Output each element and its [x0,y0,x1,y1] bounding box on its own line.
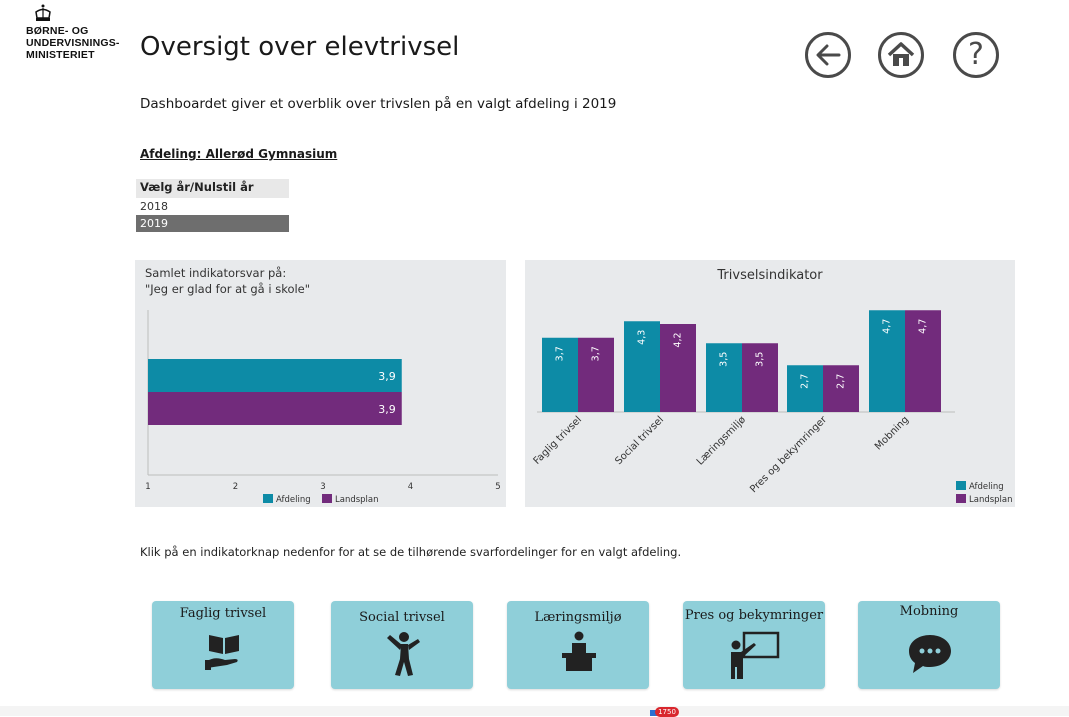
chart-title: Trivselsindikator [716,268,823,283]
bar-afdeling[interactable] [542,337,578,412]
year-option-2019[interactable]: 2019 [136,215,289,232]
category-label: Pres og bekymringer [748,414,829,495]
legend-swatch-landsplan [956,494,966,503]
laeringsmiljoe-button[interactable]: Læringsmiljø [507,601,649,689]
notification-badge[interactable]: 1750 [655,707,679,717]
social-trivsel-button[interactable]: Social trivsel [331,601,473,689]
back-arrow-icon [816,44,841,66]
bar-landsplan[interactable] [742,343,778,412]
faglig-trivsel-button[interactable]: Faglig trivsel [152,601,294,689]
legend-swatch-afdeling [263,494,273,503]
laeringsmiljoe-label: Læringsmiljø [534,610,622,625]
instruction-text: Klik på en indikatorknap nedenfor for at… [140,545,682,559]
legend-label-landsplan: Landsplan [335,495,379,505]
logo-text-3: MINISTERIET [26,49,95,61]
help-button[interactable]: ? [953,32,999,78]
person-cheer-icon [387,632,420,676]
bar-afdeling[interactable] [787,365,823,412]
bar-landsplan[interactable] [823,365,859,412]
speech-bubble-icon [909,635,951,673]
overall-indicator-chart: 3,9 3,9 1 2 3 4 5 Afdeling Landsplan Samlet indi… [135,260,506,507]
crown-icon [35,4,51,21]
chart-title-line-1: Samlet indikatorsvar på: [145,266,287,280]
legend-swatch-afdeling [956,481,966,490]
page-subtitle: Dashboardet giver et overblik over trivs… [140,96,617,112]
x-tick-label: 1 [145,482,150,492]
bar-label: 3,7 [591,346,602,361]
book-hand-icon [205,635,239,670]
mobning-label: Mobning [899,604,959,619]
help-icon: ? [968,37,984,72]
bar-afdeling[interactable] [148,359,402,392]
x-tick-label: 3 [320,482,325,492]
year-slicer-header[interactable]: Vælg år/Nulstil år [136,179,289,198]
category-label: Læringsmiljø [695,414,748,467]
bottom-bar [0,706,1069,716]
teacher-board-icon [731,631,780,679]
department-label: Afdeling: Allerød Gymnasium [140,147,338,161]
legend-label-afdeling: Afdeling [969,482,1004,492]
bar-label: 4,2 [673,332,684,347]
year-slicer: Vælg år/Nulstil år 2018 2019 [136,179,289,232]
bar-label: 4,7 [918,319,929,334]
overall-indicator-chart-svg: 3,9 3,9 1 2 3 4 5 Afdeling Landsplan [145,310,501,505]
bar-landsplan[interactable] [148,392,402,425]
bar-afdeling[interactable] [624,321,660,412]
x-tick-label: 4 [408,482,413,492]
bar-label: 2,7 [836,374,847,389]
trivsel-indicator-chart: Trivselsindikator 3,7 3,7 Faglig trivsel 4,3… [525,260,1015,507]
bar-label: 4,7 [882,319,893,334]
bar-label: 4,3 [637,330,648,345]
pres-og-bekymringer-label: Pres og bekymringer [684,608,824,623]
pres-og-bekymringer-button[interactable]: Pres og bekymringer [683,601,825,689]
bar-landsplan[interactable] [905,310,941,412]
chart-title-line-2: "Jeg er glad for at gå i skole" [145,282,311,296]
back-button[interactable] [805,32,851,78]
category-label: Mobning [873,414,911,452]
logo-text-2: UNDERVISNINGS- [26,37,120,49]
social-trivsel-label: Social trivsel [359,610,445,625]
bar-label: 3,5 [719,352,730,367]
legend-swatch-landsplan [322,494,332,503]
trivsel-indicator-chart-svg: Trivselsindikator 3,7 3,7 Faglig trivsel 4,3… [532,268,1013,505]
home-icon [887,42,915,66]
bar-label-landsplan: 3,9 [378,403,396,416]
bar-afdeling[interactable] [706,343,742,412]
bar-afdeling[interactable] [869,310,905,412]
ministry-logo: BØRNE- OG UNDERVISNINGS- MINISTERIET [26,4,136,60]
category-label: Social trivsel [613,414,666,467]
bar-label: 3,7 [555,346,566,361]
student-desk-icon [562,631,596,671]
page-title: Oversigt over elevtrivsel [140,32,460,62]
x-tick-label: 5 [495,482,500,492]
legend-label-landsplan: Landsplan [969,495,1013,505]
bar-label: 2,7 [800,374,811,389]
bar-landsplan[interactable] [660,324,696,412]
taskbar-icon [650,710,658,716]
category-label: Faglig trivsel [532,414,585,467]
x-tick-label: 2 [233,482,238,492]
legend-label-afdeling: Afdeling [276,495,311,505]
bar-label-afdeling: 3,9 [378,370,396,383]
logo-text-1: BØRNE- OG [26,25,89,37]
faglig-trivsel-label: Faglig trivsel [179,606,267,621]
mobning-button[interactable]: Mobning [858,601,1000,689]
bar-landsplan[interactable] [578,337,614,412]
bar-label: 3,5 [755,352,766,367]
year-option-2018[interactable]: 2018 [140,200,168,213]
home-button[interactable] [878,32,924,78]
